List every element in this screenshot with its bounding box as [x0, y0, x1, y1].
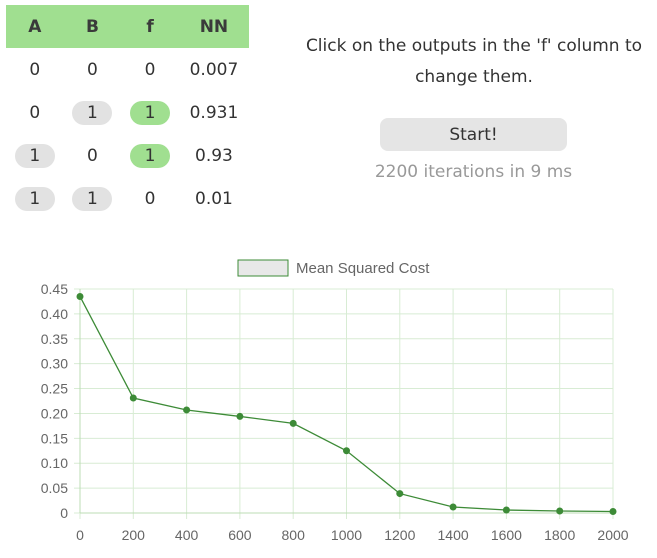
- nn-output-value: 0.01: [195, 188, 233, 209]
- nn-output-value: 0.93: [195, 145, 233, 166]
- cell-a: 1: [6, 134, 64, 177]
- cell-f: 0: [121, 177, 179, 220]
- y-tick-label: 0: [60, 505, 68, 521]
- cell-a: 0: [6, 48, 64, 91]
- y-tick-label: 0.25: [41, 381, 68, 397]
- cell-a: 1: [6, 177, 64, 220]
- data-point: [129, 394, 137, 402]
- x-tick-label: 400: [175, 527, 199, 543]
- x-tick-label: 600: [228, 527, 252, 543]
- nn-output-value: 0.931: [189, 102, 239, 123]
- cell-b: 1: [64, 91, 122, 134]
- output-f-toggle[interactable]: 0: [144, 188, 156, 209]
- x-tick-label: 1600: [491, 527, 522, 543]
- output-f-toggle[interactable]: 1: [130, 100, 171, 125]
- table-row: 0 1 1 0.931: [6, 91, 249, 134]
- iteration-status: 2200 iterations in 9 ms: [374, 162, 573, 182]
- cost-chart: 0 0.05 0.10 0.15 0.20 0.25 0.30 0.35 0.40 0.45 0 20…: [41, 259, 629, 543]
- data-point: [76, 292, 84, 300]
- data-point: [396, 490, 404, 498]
- input-b-pill: 1: [72, 186, 113, 211]
- cell-f: 0: [121, 48, 179, 91]
- cell-b: 0: [64, 134, 122, 177]
- x-tick-label: 2000: [597, 527, 628, 543]
- nn-output-value: 0.007: [189, 59, 239, 80]
- y-tick-label: 0.10: [41, 455, 68, 471]
- truth-table-header-row: A B f NN: [6, 5, 249, 48]
- y-tick-label: 0.15: [41, 430, 68, 446]
- y-tick-label: 0.20: [41, 405, 68, 421]
- input-b-value: 0: [87, 145, 98, 166]
- table-row: 1 0 1 0.93: [6, 134, 249, 177]
- input-b-value: 0: [87, 59, 98, 80]
- cell-f: 1: [121, 91, 179, 134]
- data-point: [502, 506, 510, 514]
- cell-b: 0: [64, 48, 122, 91]
- x-tick-label: 1000: [331, 527, 362, 543]
- x-tick-label: 0: [76, 527, 84, 543]
- legend-label: Mean Squared Cost: [296, 260, 430, 277]
- table-row: 1 1 0 0.01: [6, 177, 249, 220]
- x-tick-label: 1200: [384, 527, 415, 543]
- input-b-pill: 1: [72, 100, 113, 125]
- data-point: [449, 503, 457, 511]
- x-tick-label: 1400: [438, 527, 469, 543]
- input-a-value: 0: [29, 102, 41, 123]
- x-tick-label: 800: [282, 527, 306, 543]
- table-row: 0 0 0 0.007: [6, 48, 249, 91]
- cell-a: 0: [6, 91, 64, 134]
- input-a-pill: 1: [14, 143, 55, 168]
- data-point: [289, 419, 297, 427]
- x-tick-label: 1800: [544, 527, 575, 543]
- truth-table: A B f NN 0 0 0 0.007 0 1 1 0.931 1 0 1 0…: [6, 5, 249, 220]
- cell-b: 1: [64, 177, 122, 220]
- output-f-toggle[interactable]: 1: [130, 143, 171, 168]
- y-tick-label: 0.30: [41, 356, 68, 372]
- data-point: [183, 406, 191, 414]
- y-tick-label: 0.05: [41, 480, 68, 496]
- header-f: f: [121, 5, 179, 48]
- header-a: A: [6, 5, 64, 48]
- legend-swatch: [237, 259, 289, 277]
- input-a-value: 0: [29, 59, 41, 80]
- data-point: [556, 507, 564, 515]
- input-a-pill: 1: [14, 186, 55, 211]
- start-button[interactable]: Start!: [380, 118, 567, 151]
- y-tick-label: 0.45: [41, 281, 68, 297]
- data-point: [609, 508, 617, 516]
- x-tick-label: 200: [122, 527, 146, 543]
- instructions-text: Click on the outputs in the 'f' column t…: [305, 36, 643, 87]
- header-nn: NN: [178, 5, 249, 48]
- data-point: [343, 447, 350, 455]
- y-tick-label: 0.40: [41, 306, 68, 322]
- output-f-toggle[interactable]: 0: [144, 59, 156, 80]
- y-tick-label: 0.35: [41, 331, 68, 347]
- header-b: B: [63, 5, 122, 48]
- data-point: [236, 412, 244, 420]
- cell-f: 1: [121, 134, 179, 177]
